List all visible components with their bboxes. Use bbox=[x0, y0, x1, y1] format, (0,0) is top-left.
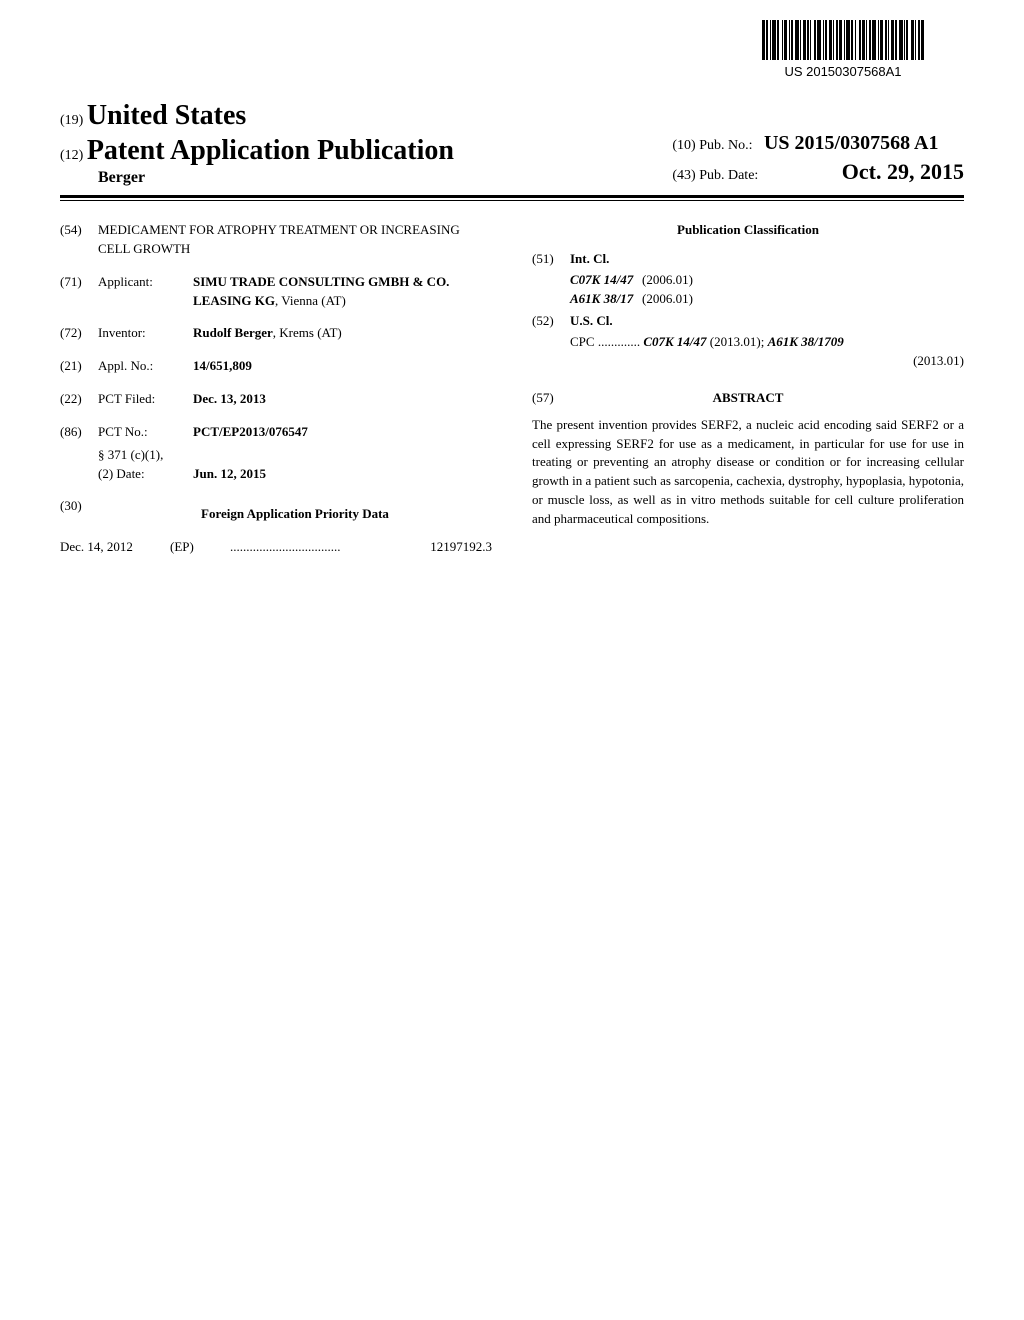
pubno-line: (10) Pub. No.: US 2015/0307568 A1 bbox=[672, 132, 964, 155]
cpc-date-2: (2013.01) bbox=[532, 352, 964, 371]
rule-thick bbox=[60, 195, 964, 198]
author-name: Berger bbox=[60, 169, 454, 187]
foreign-priority-title: Foreign Application Priority Data bbox=[98, 505, 492, 524]
field-86-sub1: § 371 (c)(1), bbox=[60, 446, 492, 465]
label-uscl: U.S. Cl. bbox=[570, 312, 964, 331]
code-54: (54) bbox=[60, 221, 98, 259]
intcl-item-1: A61K 38/17 (2006.01) bbox=[532, 290, 964, 309]
label-pctfiled: PCT Filed: bbox=[98, 390, 193, 409]
field-52: (52) U.S. Cl. bbox=[532, 312, 964, 331]
barcode-text: US 20150307568A1 bbox=[762, 64, 924, 79]
inventor-loc: , Krems (AT) bbox=[273, 325, 342, 340]
label-applno: Appl. No.: bbox=[98, 357, 193, 376]
code-51: (51) bbox=[532, 250, 570, 269]
code-86: (86) bbox=[60, 423, 98, 442]
val-371date: Jun. 12, 2015 bbox=[193, 465, 266, 484]
line-12: (12) Patent Application Publication bbox=[60, 135, 454, 167]
field-71: (71) Applicant: SIMU TRADE CONSULTING GM… bbox=[60, 273, 492, 311]
pubdate-label: Pub. Date: bbox=[699, 168, 758, 183]
code-10: (10) bbox=[672, 138, 695, 153]
code-30: (30) bbox=[60, 497, 98, 534]
code-22: (22) bbox=[60, 390, 98, 409]
cpc-line: CPC ............. C07K 14/47 (2013.01); … bbox=[532, 333, 964, 352]
code-19: (19) bbox=[60, 113, 83, 128]
label-371date: (2) Date: bbox=[98, 465, 193, 484]
field-21: (21) Appl. No.: 14/651,809 bbox=[60, 357, 492, 376]
label-inventor: Inventor: bbox=[98, 324, 193, 343]
cpc-prefix: CPC ............. bbox=[570, 334, 640, 349]
code-52: (52) bbox=[532, 312, 570, 331]
code-57: (57) bbox=[532, 389, 554, 408]
code-72: (72) bbox=[60, 324, 98, 343]
two-column-body: (54) MEDICAMENT FOR ATROPHY TREATMENT OR… bbox=[60, 221, 964, 557]
abstract-block: (57) ABSTRACT The present invention prov… bbox=[532, 389, 964, 529]
label-intcl: Int. Cl. bbox=[570, 250, 964, 269]
abstract-label: ABSTRACT bbox=[713, 390, 784, 405]
abstract-text: The present invention provides SERF2, a … bbox=[532, 416, 964, 529]
line-19: (19) United States bbox=[60, 100, 964, 132]
field-30: (30) Foreign Application Priority Data bbox=[60, 497, 492, 534]
field-72: (72) Inventor: Rudolf Berger, Krems (AT) bbox=[60, 324, 492, 343]
country-name: United States bbox=[87, 100, 246, 131]
fp-country: (EP) bbox=[170, 538, 230, 557]
field-86: (86) PCT No.: PCT/EP2013/076547 bbox=[60, 423, 492, 442]
barcode-block: US 20150307568A1 bbox=[762, 20, 924, 79]
field-22: (22) PCT Filed: Dec. 13, 2013 bbox=[60, 390, 492, 409]
header-block: (19) United States (12) Patent Applicati… bbox=[60, 100, 964, 187]
pubno-value: US 2015/0307568 A1 bbox=[764, 132, 938, 154]
code-71: (71) bbox=[60, 273, 98, 311]
label-applicant: Applicant: bbox=[98, 273, 193, 311]
left-column: (54) MEDICAMENT FOR ATROPHY TREATMENT OR… bbox=[60, 221, 492, 557]
pubdate-line: (43) Pub. Date: Oct. 29, 2015 bbox=[672, 159, 964, 185]
fp-number: 12197192.3 bbox=[402, 538, 492, 557]
pctfiled-value: Dec. 13, 2013 bbox=[193, 390, 492, 409]
code-12: (12) bbox=[60, 148, 83, 163]
applno-value: 14/651,809 bbox=[193, 357, 492, 376]
cpc-item-1: C07K 14/47 bbox=[643, 334, 706, 349]
field-51: (51) Int. Cl. bbox=[532, 250, 964, 269]
field-86-sub2: (2) Date: Jun. 12, 2015 bbox=[60, 465, 492, 484]
field-54: (54) MEDICAMENT FOR ATROPHY TREATMENT OR… bbox=[60, 221, 492, 259]
pub-classification-title: Publication Classification bbox=[532, 221, 964, 240]
cpc-item-2: A61K 38/1709 bbox=[768, 334, 844, 349]
intcl-sym-1: A61K 38/17 bbox=[532, 290, 642, 309]
code-43: (43) bbox=[672, 168, 695, 183]
foreign-priority-row: Dec. 14, 2012 (EP) .....................… bbox=[60, 538, 492, 557]
inventor-name: Rudolf Berger bbox=[193, 325, 273, 340]
pubno-label: Pub. No.: bbox=[699, 138, 752, 153]
fp-dots: .................................. bbox=[230, 538, 402, 557]
intcl-sym-0: C07K 14/47 bbox=[532, 271, 642, 290]
code-21: (21) bbox=[60, 357, 98, 376]
doc-type: Patent Application Publication bbox=[87, 135, 454, 166]
right-column: Publication Classification (51) Int. Cl.… bbox=[532, 221, 964, 557]
pctno-value: PCT/EP2013/076547 bbox=[193, 423, 492, 442]
fp-date: Dec. 14, 2012 bbox=[60, 538, 170, 557]
intcl-item-0: C07K 14/47 (2006.01) bbox=[532, 271, 964, 290]
title-text: MEDICAMENT FOR ATROPHY TREATMENT OR INCR… bbox=[98, 221, 492, 259]
applicant-loc: , Vienna (AT) bbox=[275, 293, 346, 308]
barcode-graphic bbox=[762, 20, 924, 60]
label-pctno: PCT No.: bbox=[98, 423, 193, 442]
intcl-date-0: (2006.01) bbox=[642, 271, 964, 290]
pubdate-value: Oct. 29, 2015 bbox=[842, 159, 964, 184]
rule-thin bbox=[60, 200, 964, 201]
cpc-date-1: (2013.01); bbox=[707, 334, 768, 349]
intcl-date-1: (2006.01) bbox=[642, 290, 964, 309]
